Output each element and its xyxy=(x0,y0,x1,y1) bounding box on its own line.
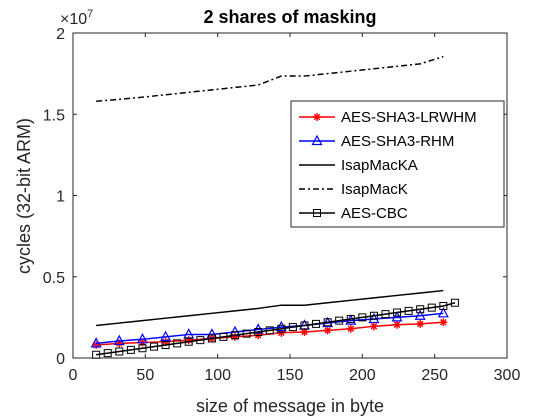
legend-marker-0 xyxy=(313,113,321,121)
y-tick-label: 0.5 xyxy=(43,270,65,287)
x-tick-label: 50 xyxy=(136,367,154,384)
y-axis-exponent: ×107 xyxy=(60,8,93,28)
x-tick-label: 0 xyxy=(69,367,78,384)
y-axis-exponent-power: 7 xyxy=(87,8,93,20)
series-0-point-4 xyxy=(185,336,193,344)
series-0-point-14 xyxy=(416,320,424,328)
legend-label-2: IsapMacKA xyxy=(341,157,418,174)
x-tick-label: 200 xyxy=(349,367,376,384)
legend-label-4: AES-CBC xyxy=(341,205,408,222)
x-tick-label: 300 xyxy=(494,367,521,384)
y-axis-exponent-multiplier: × xyxy=(60,11,69,28)
series-0-point-12 xyxy=(370,322,378,330)
x-tick-label: 100 xyxy=(204,367,231,384)
legend-label-3: IsapMacK xyxy=(341,181,408,198)
series-0-point-10 xyxy=(324,326,332,334)
chart-title: 2 shares of masking xyxy=(203,7,376,27)
x-axis-label: size of message in byte xyxy=(196,396,384,416)
series-0-point-13 xyxy=(393,321,401,329)
y-axis-exponent-base: 10 xyxy=(69,11,87,28)
y-tick-label: 1.5 xyxy=(43,107,65,124)
series-0-point-11 xyxy=(347,325,355,333)
series-0-point-15 xyxy=(439,318,447,326)
x-tick-label: 150 xyxy=(277,367,304,384)
legend-label-0: AES-SHA3-LRWHM xyxy=(341,109,477,126)
series-0-point-0 xyxy=(92,341,100,349)
y-tick-label: 1 xyxy=(56,189,65,206)
y-axis-label: cycles (32-bit ARM) xyxy=(14,118,34,274)
series-0-point-8 xyxy=(277,329,285,337)
legend-label-1: AES-SHA3-RHM xyxy=(341,133,454,150)
y-tick-label: 0 xyxy=(56,351,65,368)
y-tick-label: 2 xyxy=(56,26,65,43)
x-tick-label: 250 xyxy=(421,367,448,384)
